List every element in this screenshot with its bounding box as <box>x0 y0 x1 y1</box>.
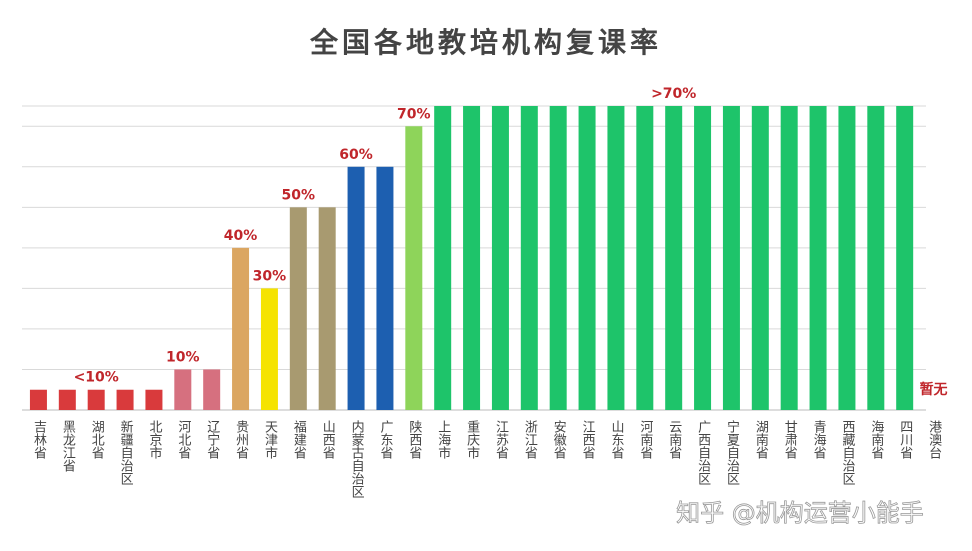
bar <box>809 106 827 410</box>
bar <box>174 369 192 410</box>
bar <box>289 207 307 410</box>
x-tick-label: 江西省 <box>580 420 596 459</box>
bar <box>838 106 856 410</box>
value-label: 暂无 <box>920 381 948 398</box>
bar <box>463 106 481 410</box>
x-tick-label: 吉林省 <box>31 420 47 459</box>
plot: 吉林省 黑龙江省 湖北省 <10% 新疆自治区 北京市 河北省 10% 辽宁省 贵州省 40% 天津市… <box>22 86 948 498</box>
x-tick-label: 湖北省 <box>89 420 105 459</box>
x-tick-label: 云南省 <box>666 420 682 459</box>
x-tick-label: 四川省 <box>897 420 913 459</box>
x-tick-label: 湖南省 <box>753 420 769 459</box>
x-tick-label: 北京市 <box>146 420 162 459</box>
x-tick-label: 重庆市 <box>464 419 480 459</box>
value-label: 40% <box>224 228 258 244</box>
value-label: 50% <box>282 187 316 203</box>
x-tick-label: 广东省 <box>377 420 393 459</box>
bar <box>376 166 394 410</box>
bar <box>347 166 365 410</box>
bar <box>694 106 712 410</box>
x-tick-label: 港澳台 <box>926 420 942 459</box>
bar <box>203 369 221 410</box>
x-tick-label: 陕西省 <box>406 420 422 459</box>
x-tick-label: 广西自治区 <box>695 420 711 485</box>
bar <box>520 106 538 410</box>
x-tick-label: 辽宁省 <box>204 420 220 459</box>
bar <box>87 389 105 410</box>
watermark: 知乎 @机构运营小能手 <box>676 499 924 527</box>
bar <box>116 389 134 410</box>
x-tick-label: 上海市 <box>435 420 451 459</box>
x-tick-label: 浙江省 <box>522 420 538 459</box>
x-tick-label: 江苏省 <box>493 420 509 459</box>
x-tick-label: 山东省 <box>608 420 624 459</box>
x-tick-label: 新疆自治区 <box>118 419 134 485</box>
bar <box>434 106 452 410</box>
bar <box>145 389 163 410</box>
bar <box>780 106 798 410</box>
x-tick-label: 安徽省 <box>551 420 567 459</box>
value-label: 70% <box>397 106 431 122</box>
bar <box>722 106 740 410</box>
x-tick-label: 天津市 <box>262 420 278 459</box>
bar <box>578 106 596 410</box>
value-label: 60% <box>339 147 373 163</box>
x-tick-label: 青海省 <box>811 420 827 459</box>
bar <box>58 389 76 410</box>
x-tick-label: 内蒙古自治区 <box>349 419 365 498</box>
x-tick-label: 黑龙江省 <box>60 420 76 472</box>
value-label: <10% <box>74 370 119 386</box>
value-label: 10% <box>166 349 200 365</box>
bar <box>867 106 885 410</box>
bar <box>665 106 683 410</box>
chart-title: 全国各地教培机构复课率 <box>309 26 662 59</box>
bar <box>607 106 625 410</box>
x-tick-label: 河北省 <box>175 420 191 459</box>
bar <box>260 288 278 410</box>
x-tick-label: 海南省 <box>868 420 884 459</box>
x-tick-label: 贵州省 <box>233 420 249 459</box>
x-tick-label: 福建省 <box>291 420 307 459</box>
x-tick-label: 西藏自治区 <box>839 420 855 485</box>
x-tick-label: 甘肃省 <box>782 420 798 459</box>
bar <box>491 106 509 410</box>
value-label: >70% <box>651 86 696 102</box>
bar <box>318 207 336 410</box>
bar <box>896 106 914 410</box>
bar <box>232 247 250 410</box>
value-label: 30% <box>253 268 287 284</box>
bar <box>549 106 567 410</box>
bar <box>29 389 47 410</box>
x-tick-label: 宁夏自治区 <box>724 419 740 485</box>
bar <box>405 126 423 411</box>
bar <box>636 106 654 410</box>
x-tick-label: 河南省 <box>637 420 653 459</box>
x-tick-label: 山西省 <box>320 420 336 459</box>
bar <box>751 106 769 410</box>
